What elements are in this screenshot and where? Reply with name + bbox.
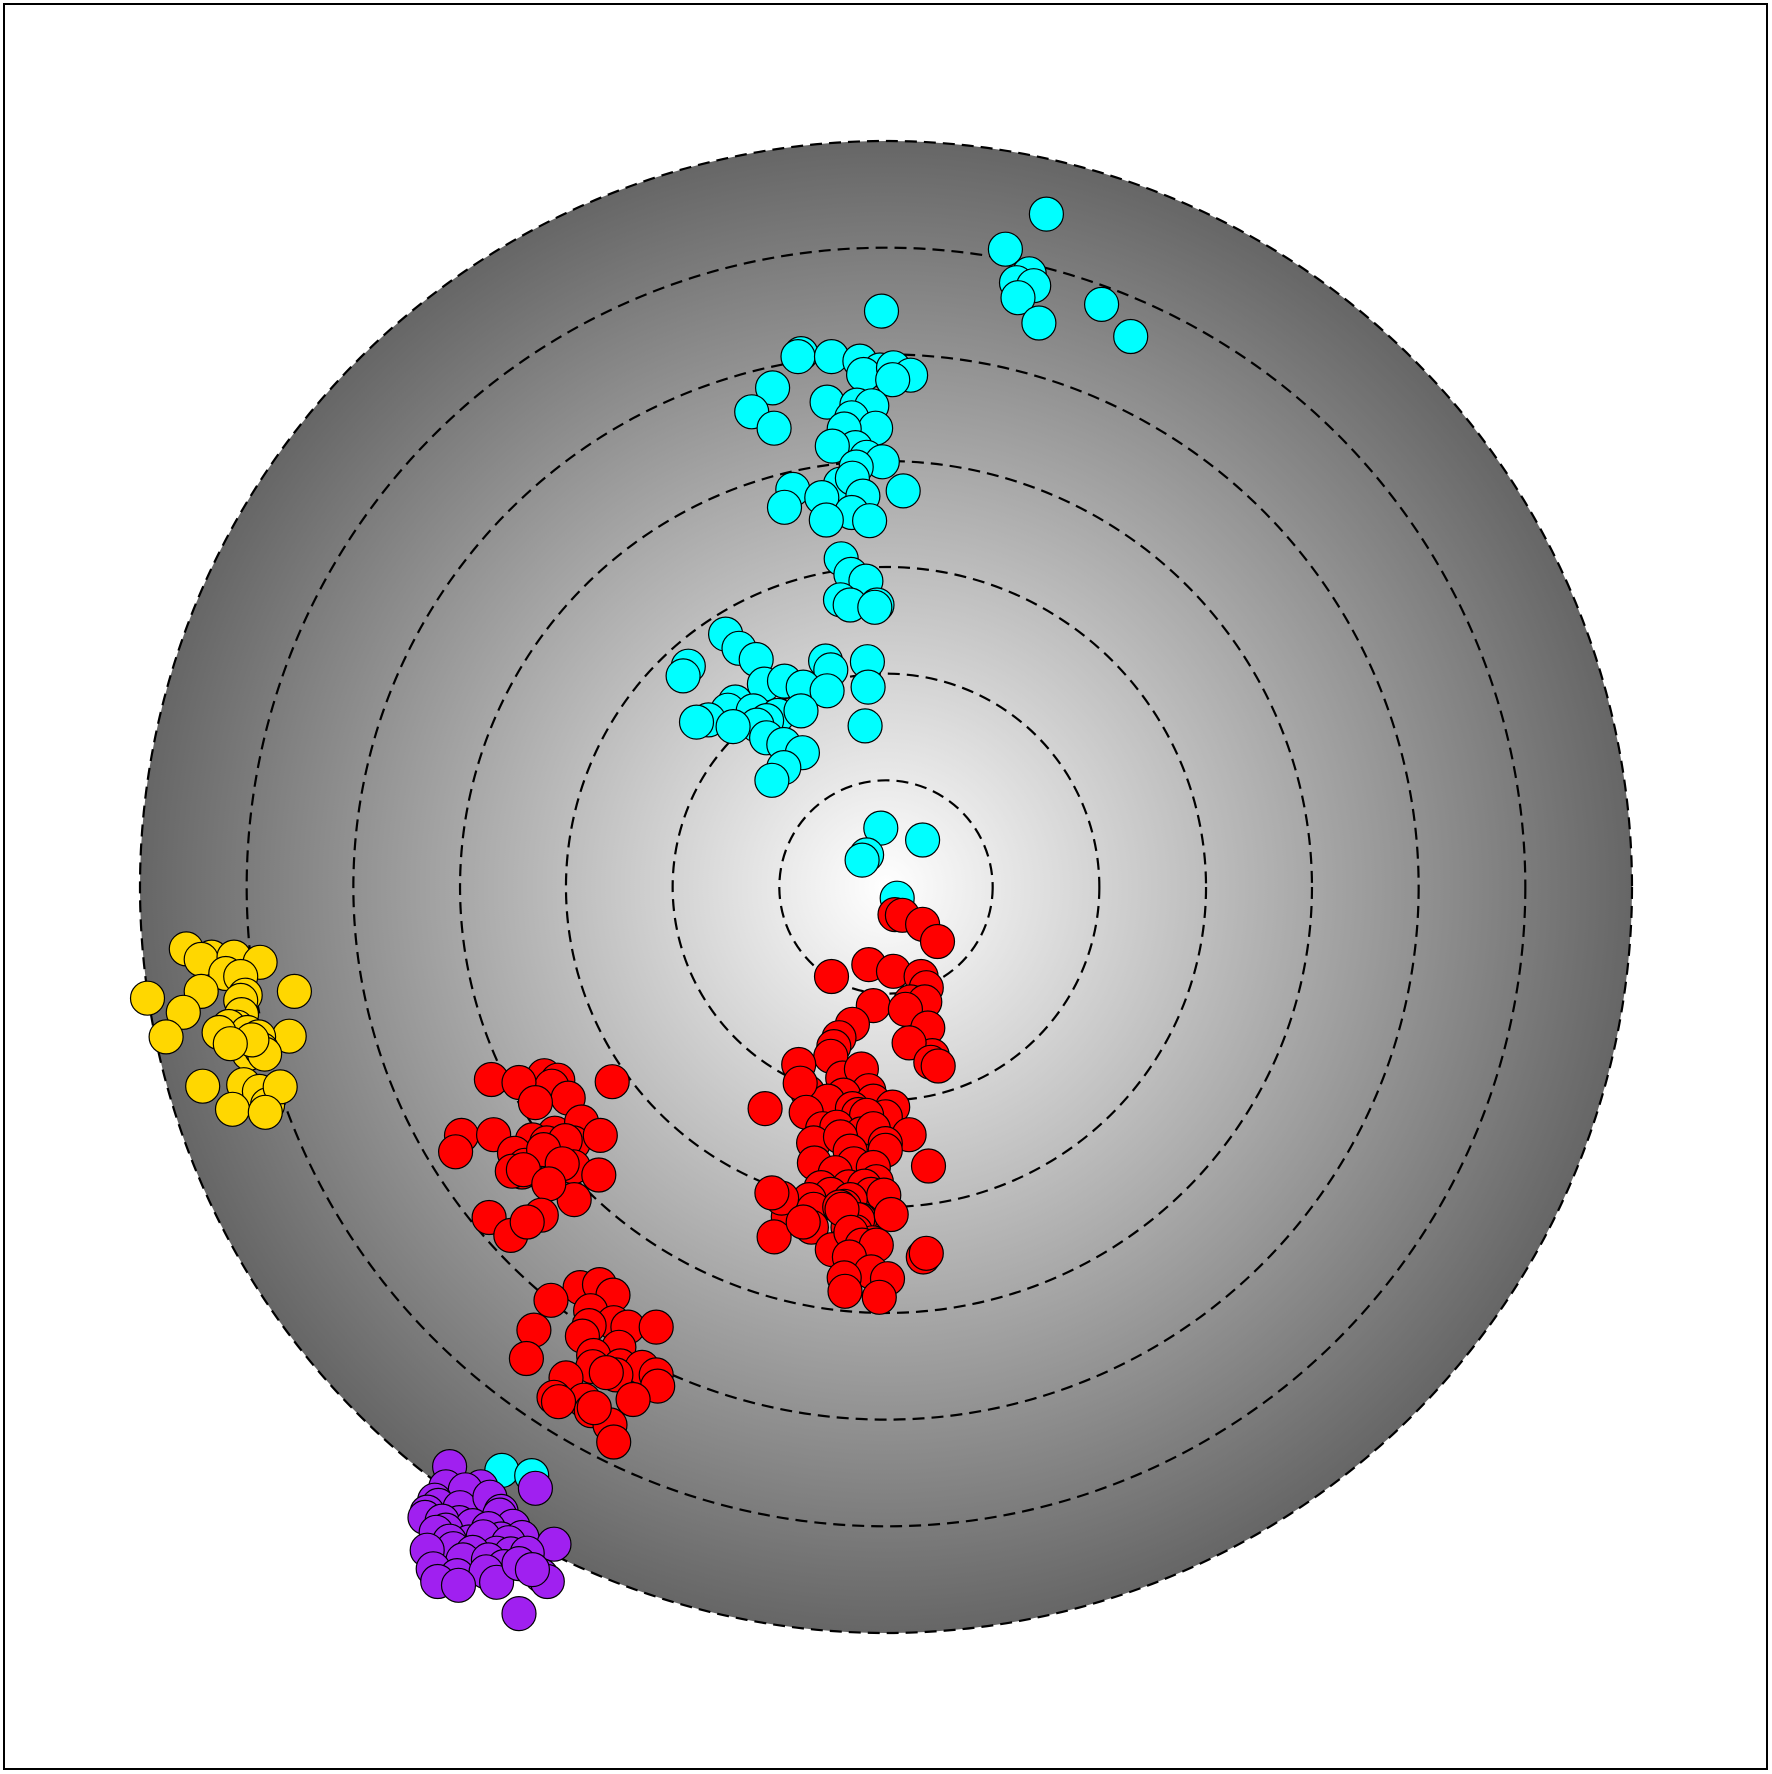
- data-point: [747, 1090, 783, 1127]
- data-point: [501, 1595, 537, 1632]
- data-point: [754, 370, 791, 406]
- data-point: [754, 762, 790, 798]
- data-point: [1083, 286, 1120, 322]
- data-point: [766, 489, 803, 525]
- data-point: [863, 293, 900, 329]
- data-point: [756, 410, 792, 446]
- series-2: [438, 896, 956, 1460]
- data-point: [1113, 318, 1149, 355]
- grid-ring-1: [778, 779, 994, 995]
- series-1: [484, 196, 1149, 1494]
- data-point: [827, 1273, 863, 1309]
- data-point: [615, 1381, 651, 1418]
- data-point: [850, 669, 886, 705]
- data-point: [508, 1340, 545, 1377]
- data-point: [809, 673, 845, 709]
- data-point: [715, 708, 751, 745]
- data-point: [857, 589, 893, 625]
- data-point: [782, 1065, 818, 1101]
- data-point: [1021, 305, 1057, 341]
- data-point: [678, 704, 715, 740]
- data-point: [638, 1309, 674, 1345]
- data-point: [783, 693, 819, 729]
- data-point: [212, 1026, 248, 1062]
- data-point: [919, 923, 956, 960]
- data-point: [531, 1166, 567, 1202]
- data-point: [588, 1354, 624, 1391]
- data-point: [438, 1134, 474, 1170]
- data-point: [845, 356, 882, 393]
- series-4: [407, 1448, 572, 1632]
- data-point: [185, 1068, 221, 1104]
- data-point: [517, 1470, 554, 1506]
- scatter-series-layer: [129, 196, 1149, 1632]
- grid-ring-2: [671, 672, 1101, 1102]
- data-point: [148, 1019, 184, 1055]
- data-point: [756, 1219, 792, 1255]
- data-point: [214, 1091, 251, 1127]
- data-point: [847, 708, 883, 744]
- data-point: [665, 658, 701, 694]
- data-point: [129, 980, 166, 1016]
- data-point: [861, 1279, 897, 1315]
- data-point: [509, 1204, 545, 1240]
- grid-ring-7: [138, 139, 1634, 1635]
- data-point: [1000, 280, 1036, 316]
- data-point: [754, 1175, 790, 1211]
- data-point: [780, 339, 816, 375]
- data-point: [785, 1204, 821, 1240]
- data-point: [920, 1048, 956, 1084]
- data-point: [851, 503, 888, 539]
- data-point: [514, 1551, 551, 1588]
- data-point: [873, 1196, 909, 1233]
- data-point: [533, 1282, 569, 1318]
- data-point: [594, 1064, 630, 1100]
- data-point: [844, 842, 880, 878]
- data-point: [517, 1084, 554, 1121]
- data-point: [1028, 196, 1065, 232]
- data-point: [885, 473, 921, 509]
- data-point: [581, 1157, 617, 1193]
- data-point: [814, 428, 850, 464]
- data-point: [440, 1567, 477, 1603]
- data-point: [904, 822, 941, 858]
- data-point: [276, 973, 312, 1010]
- data-point: [813, 958, 850, 995]
- data-point: [987, 231, 1024, 267]
- data-point: [596, 1424, 632, 1460]
- data-point: [165, 994, 201, 1030]
- data-point: [540, 1384, 577, 1420]
- data-point: [808, 502, 844, 538]
- data-point: [908, 1235, 944, 1271]
- data-point: [582, 1117, 618, 1154]
- data-point: [576, 1390, 612, 1426]
- data-point: [910, 1148, 947, 1184]
- data-point: [556, 1181, 592, 1218]
- data-point: [875, 362, 911, 398]
- data-point: [247, 1094, 283, 1130]
- grid-ring-6: [245, 246, 1527, 1528]
- series-3: [129, 931, 312, 1130]
- plot-frame: [3, 3, 1768, 1770]
